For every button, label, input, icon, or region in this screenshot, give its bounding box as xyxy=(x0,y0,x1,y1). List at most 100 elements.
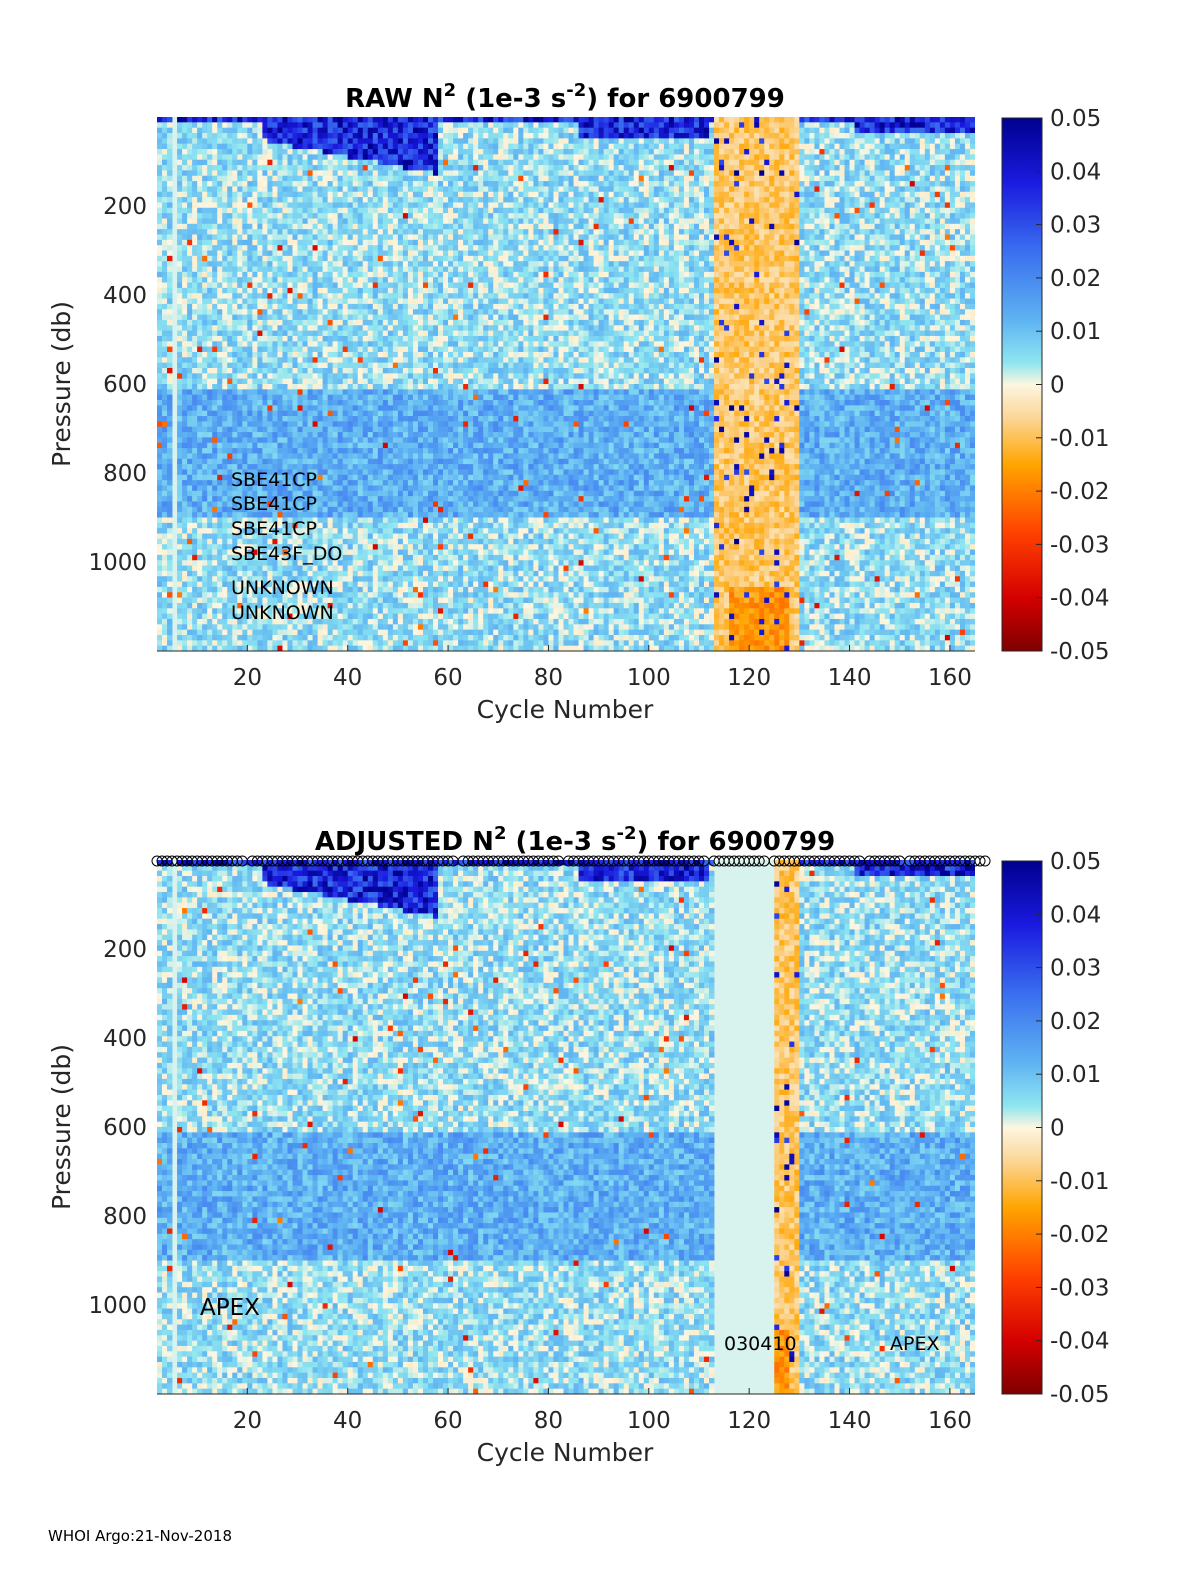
heatmap-cell xyxy=(187,165,193,171)
heatmap-cell xyxy=(337,261,344,267)
heatmap-cell xyxy=(302,480,308,486)
heatmap-cell xyxy=(337,378,344,385)
heatmap-cell xyxy=(377,410,384,417)
heatmap-cell xyxy=(402,149,409,155)
heatmap-cell xyxy=(362,490,369,497)
heatmap-cell xyxy=(292,127,298,134)
heatmap-cell xyxy=(212,458,218,465)
heatmap-cell xyxy=(372,250,379,257)
heatmap-cell xyxy=(292,560,298,566)
heatmap-cell xyxy=(262,223,268,230)
heatmap-cell xyxy=(192,314,198,321)
heatmap-cell xyxy=(237,186,243,193)
heatmap-cell xyxy=(322,554,329,561)
heatmap-cell xyxy=(247,394,253,401)
heatmap-cell xyxy=(207,592,213,598)
heatmap-cell xyxy=(247,581,253,588)
heatmap-cell xyxy=(367,480,374,486)
heatmap-cell xyxy=(302,581,308,588)
heatmap-cell xyxy=(177,234,183,241)
heatmap-cell xyxy=(387,229,394,235)
heatmap-cell xyxy=(222,170,228,177)
heatmap-cell xyxy=(287,159,293,166)
heatmap-cell xyxy=(192,640,198,647)
heatmap-cell xyxy=(242,586,248,593)
heatmap-cell xyxy=(247,592,253,598)
heatmap-cell xyxy=(402,618,409,625)
heatmap-cell xyxy=(402,432,409,438)
heatmap-cell xyxy=(262,378,268,385)
heatmap-cell xyxy=(202,560,208,566)
heatmap-cell xyxy=(382,298,389,305)
heatmap-cell xyxy=(202,255,208,262)
heatmap-cell xyxy=(267,287,273,294)
heatmap-cell xyxy=(317,170,324,177)
heatmap-cell xyxy=(402,416,409,422)
heatmap-cell xyxy=(357,234,364,241)
heatmap-cell xyxy=(322,117,329,123)
heatmap-cell xyxy=(227,602,233,609)
heatmap-cell xyxy=(252,175,258,182)
heatmap-cell xyxy=(317,522,324,529)
heatmap-cell xyxy=(162,229,168,235)
heatmap-cell xyxy=(327,474,334,481)
heatmap-cell xyxy=(212,474,218,481)
heatmap-cell xyxy=(227,416,233,422)
heatmap-cell xyxy=(272,202,278,209)
heatmap-cell xyxy=(277,474,283,481)
heatmap-cell xyxy=(212,416,218,422)
heatmap-cell xyxy=(227,629,233,636)
heatmap-cell xyxy=(217,127,223,134)
heatmap-cell xyxy=(292,245,298,251)
heatmap-cell xyxy=(362,373,369,380)
heatmap-cell xyxy=(362,602,369,609)
heatmap-cell xyxy=(232,122,238,129)
heatmap-cell xyxy=(322,378,329,385)
heatmap-cell xyxy=(277,261,283,267)
heatmap-cell xyxy=(297,496,303,502)
heatmap-cell xyxy=(337,645,344,651)
heatmap-cell xyxy=(352,159,359,166)
heatmap-cell xyxy=(162,389,168,396)
heatmap-cell xyxy=(197,170,203,177)
heatmap-cell xyxy=(402,522,409,529)
heatmap-cell xyxy=(212,624,218,631)
heatmap-cell xyxy=(307,261,313,267)
heatmap-cell xyxy=(287,554,293,561)
heatmap-cell xyxy=(362,405,369,412)
heatmap-cell xyxy=(302,517,308,524)
heatmap-cell xyxy=(327,394,334,401)
heatmap-cell xyxy=(207,202,213,209)
heatmap-cell xyxy=(337,229,344,235)
heatmap-cell xyxy=(257,149,263,155)
heatmap-cell xyxy=(297,197,303,203)
heatmap-cell xyxy=(302,223,308,230)
heatmap-cell xyxy=(372,325,379,331)
heatmap-cell xyxy=(167,544,173,550)
heatmap-cell xyxy=(267,277,273,283)
heatmap-cell xyxy=(227,239,233,246)
heatmap-cell xyxy=(192,287,198,294)
heatmap-cell xyxy=(192,234,198,241)
heatmap-cell xyxy=(162,570,168,577)
heatmap-cell xyxy=(162,191,168,198)
heatmap-cell xyxy=(272,341,278,348)
heatmap-cell xyxy=(157,538,163,545)
heatmap-cell xyxy=(227,378,233,385)
heatmap-cell xyxy=(342,496,349,502)
heatmap-cell xyxy=(237,480,243,486)
heatmap-cell xyxy=(252,362,258,369)
heatmap-cell xyxy=(287,458,293,465)
heatmap-cell xyxy=(292,143,298,150)
heatmap-cell xyxy=(347,517,354,524)
heatmap-cell xyxy=(352,202,359,209)
heatmap-cell xyxy=(272,554,278,561)
heatmap-cell xyxy=(167,394,173,401)
heatmap-cell xyxy=(257,528,263,534)
heatmap-cell xyxy=(392,522,399,529)
heatmap-cell xyxy=(342,378,349,385)
heatmap-cell xyxy=(242,437,248,444)
heatmap-cell xyxy=(187,426,193,433)
heatmap-cell xyxy=(357,629,364,636)
heatmap-cell xyxy=(352,581,359,588)
